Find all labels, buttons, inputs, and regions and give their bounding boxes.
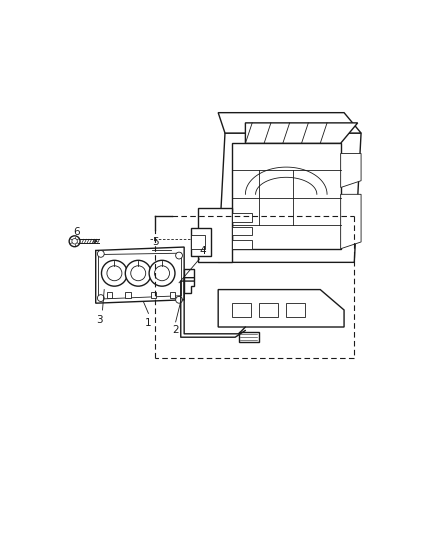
Circle shape — [149, 260, 175, 286]
Bar — [125, 292, 131, 298]
Circle shape — [69, 236, 80, 247]
Bar — [169, 292, 175, 298]
Polygon shape — [245, 123, 357, 143]
Bar — [258, 303, 277, 317]
Bar — [286, 303, 304, 317]
Bar — [231, 213, 252, 222]
Polygon shape — [98, 253, 181, 299]
Polygon shape — [198, 208, 231, 262]
Polygon shape — [218, 133, 360, 262]
Circle shape — [154, 266, 169, 281]
Circle shape — [72, 239, 77, 244]
Text: 5: 5 — [152, 237, 158, 247]
Polygon shape — [184, 269, 194, 293]
Circle shape — [175, 296, 182, 303]
Polygon shape — [340, 195, 360, 249]
Circle shape — [97, 295, 104, 302]
Text: 6: 6 — [74, 227, 80, 237]
Polygon shape — [340, 154, 360, 188]
Circle shape — [131, 266, 145, 281]
Polygon shape — [95, 247, 184, 303]
Bar — [231, 303, 250, 317]
Polygon shape — [218, 112, 360, 133]
Text: 3: 3 — [95, 315, 102, 325]
Polygon shape — [231, 143, 340, 249]
Text: 4: 4 — [199, 246, 206, 255]
Polygon shape — [191, 235, 204, 249]
Text: 2: 2 — [172, 325, 179, 335]
Circle shape — [125, 260, 151, 286]
Bar — [231, 227, 252, 235]
Circle shape — [97, 251, 104, 257]
Text: 1: 1 — [145, 319, 152, 328]
Bar — [231, 240, 252, 249]
Bar — [151, 292, 156, 298]
Circle shape — [175, 252, 182, 259]
Circle shape — [107, 266, 122, 281]
Polygon shape — [191, 228, 211, 255]
Polygon shape — [238, 332, 258, 342]
Polygon shape — [218, 289, 343, 327]
Bar — [106, 292, 112, 298]
Circle shape — [101, 260, 127, 286]
